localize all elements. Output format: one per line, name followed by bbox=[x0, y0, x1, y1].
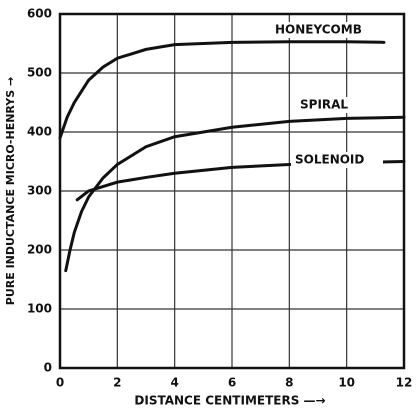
series-label: HONEYCOMB bbox=[275, 23, 362, 37]
x-tick-label: 0 bbox=[56, 376, 64, 390]
y-tick-label: 0 bbox=[44, 361, 52, 375]
series-label: SOLENOID bbox=[295, 153, 364, 167]
y-tick-label: 300 bbox=[27, 184, 52, 198]
label-bg bbox=[296, 97, 388, 113]
label-bg bbox=[291, 152, 383, 168]
x-axis-label: DISTANCE CENTIMETERS —→ bbox=[134, 394, 325, 408]
label-bg bbox=[271, 22, 363, 38]
y-tick-label: 200 bbox=[27, 243, 52, 257]
x-tick-label: 2 bbox=[113, 376, 121, 390]
y-tick-label: 600 bbox=[27, 7, 52, 21]
plot-frame bbox=[58, 12, 406, 370]
series-line bbox=[58, 40, 386, 140]
y-tick-label: 500 bbox=[27, 66, 52, 80]
y-tick-label: 400 bbox=[27, 125, 52, 139]
y-axis-label: PURE INDUCTANCE MICRO-HENRYS → bbox=[4, 77, 17, 305]
x-tick-label: 4 bbox=[170, 376, 178, 390]
x-tick-label: 12 bbox=[396, 376, 413, 390]
series-line bbox=[64, 115, 406, 273]
x-tick-label: 10 bbox=[338, 376, 355, 390]
y-tick-label: 100 bbox=[27, 302, 52, 316]
series-label: SPIRAL bbox=[300, 98, 348, 112]
x-tick-label: 6 bbox=[228, 376, 236, 390]
x-tick-label: 8 bbox=[285, 376, 293, 390]
